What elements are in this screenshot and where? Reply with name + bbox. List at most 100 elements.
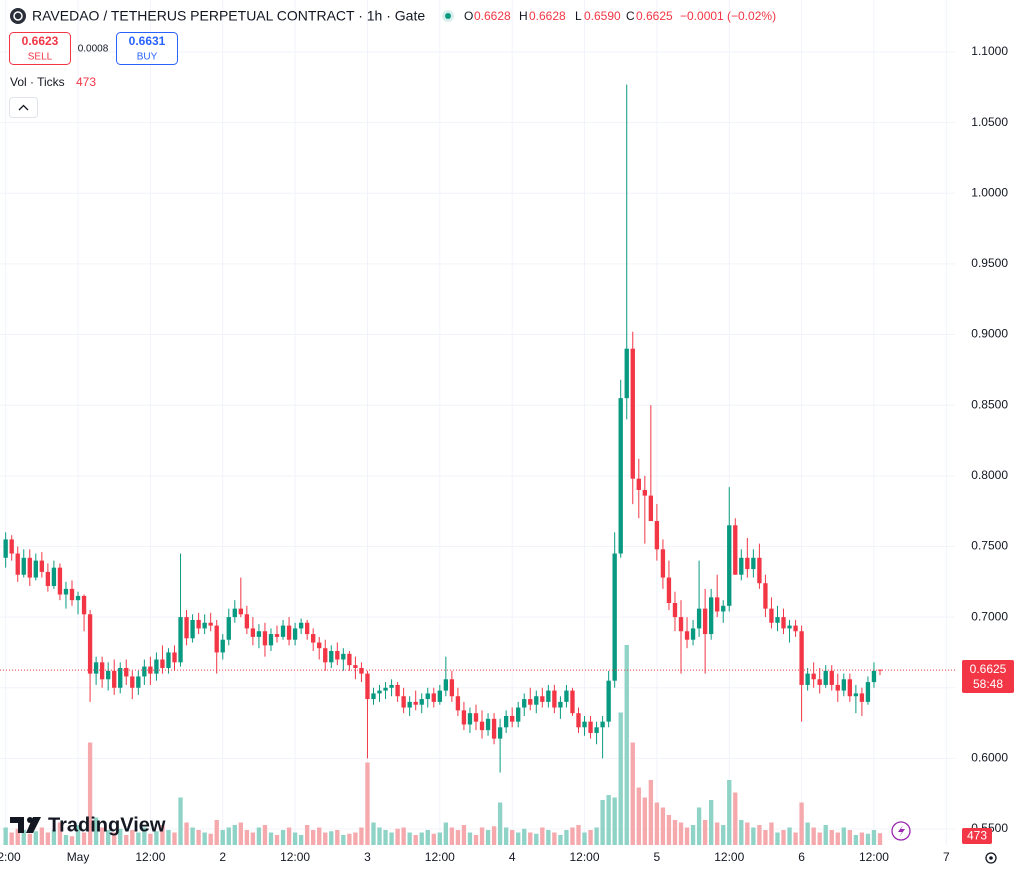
volume-bar [612,797,617,845]
candle-body [636,478,641,490]
volume-bar [781,830,786,845]
y-tick-label: 1.1000 [971,44,1008,58]
volume-bar [751,827,756,845]
volume-bar [558,835,563,845]
candle-body [256,631,262,637]
volume-bar [172,832,177,845]
price-label: 0.6625 [970,662,1007,676]
volume-bar [292,832,298,845]
sell-label[interactable]: SELL [28,52,53,63]
candle-body [377,690,382,694]
collapse-button[interactable] [9,97,38,118]
candle-body [479,721,485,731]
sell-price[interactable]: 0.6623 [22,34,59,48]
candle-body [208,622,213,626]
volume-bar [268,832,274,845]
candle-body [497,727,503,739]
candle-body [298,622,304,629]
candle-body [811,673,816,680]
volume-bar [534,833,539,845]
volume-bar [57,822,63,845]
buy-label[interactable]: BUY [137,52,158,63]
volume-bar [280,830,286,845]
volume-bar [678,822,684,845]
sell-button[interactable]: 0.6623 SELL [9,32,71,65]
volume-bar [341,835,346,845]
volume-bar [684,827,690,845]
volume-bar [787,827,792,845]
candle-body [27,557,32,578]
volume-bar [274,835,280,845]
volume-bar [865,833,871,845]
symbol-icon-ring [13,11,23,21]
y-tick-label: 0.9500 [971,256,1008,270]
candle-body [769,608,774,623]
candle-body [503,716,509,728]
candle-body [600,721,605,728]
volume-bar [708,800,714,845]
volume-bar [594,827,599,845]
candle-body [69,588,75,601]
candle-body [455,696,461,711]
candle-body [166,652,171,668]
candle-body [763,583,768,609]
volume-bar [63,835,69,845]
candle-body [690,628,696,640]
x-tick-label: 3 [364,850,371,864]
candle-body [594,727,599,733]
sell-box[interactable] [9,32,71,65]
candle-body [835,684,840,691]
volume-bar [365,762,370,845]
candle-body [696,608,702,629]
candle-body [389,684,394,688]
volume-bar [497,802,503,845]
volume-bar [455,830,461,845]
candle-body [190,619,195,639]
volume-bar [642,797,647,845]
volume-bar [624,645,629,845]
volume-bar [479,827,485,845]
candle-body [136,676,141,688]
volume-bar [112,832,117,845]
candle-body [87,614,93,674]
candle-body [437,690,442,702]
ohlc-label: H [519,9,528,23]
candle-body [449,679,455,697]
x-tick-label: 7 [943,850,950,864]
volume-bar [503,827,509,845]
buy-price[interactable]: 0.6631 [129,34,166,48]
x-tick-label: 4 [509,850,516,864]
volume-bar [799,802,804,845]
ohlc-value: 0.6628 [474,9,511,23]
candle-body [347,653,352,666]
candle-body [39,560,45,572]
volume-bar [775,832,780,845]
candle-body [250,628,256,637]
candle-body [702,608,708,635]
candle-body [57,567,63,595]
volume-bar [9,832,14,845]
y-tick-label: 1.0500 [971,115,1008,129]
logo-text: TradingView [48,814,166,836]
collapse-icon[interactable] [18,104,29,111]
settings-icon[interactable] [985,852,997,864]
buy-box[interactable] [116,32,178,65]
volume-bar [769,822,774,845]
alert-bolt[interactable] [898,825,905,837]
volume-bar [528,832,533,845]
volume-bar [395,828,400,845]
x-tick-label: 6 [798,850,805,864]
candle-body [485,718,491,731]
candle-body [214,625,219,653]
settings-icon-dot[interactable] [989,856,993,860]
candle-body [220,639,225,653]
indicator-name: Vol · Ticks [10,75,65,89]
volume-bar [377,827,382,845]
candle-body [865,682,871,702]
buy-button[interactable]: 0.6631 BUY [116,32,178,65]
volume-bar [564,830,569,845]
x-tick-label: 12:00 [425,850,455,864]
candle-body [660,549,666,578]
candle-body [733,525,738,575]
candle-body [304,622,310,635]
